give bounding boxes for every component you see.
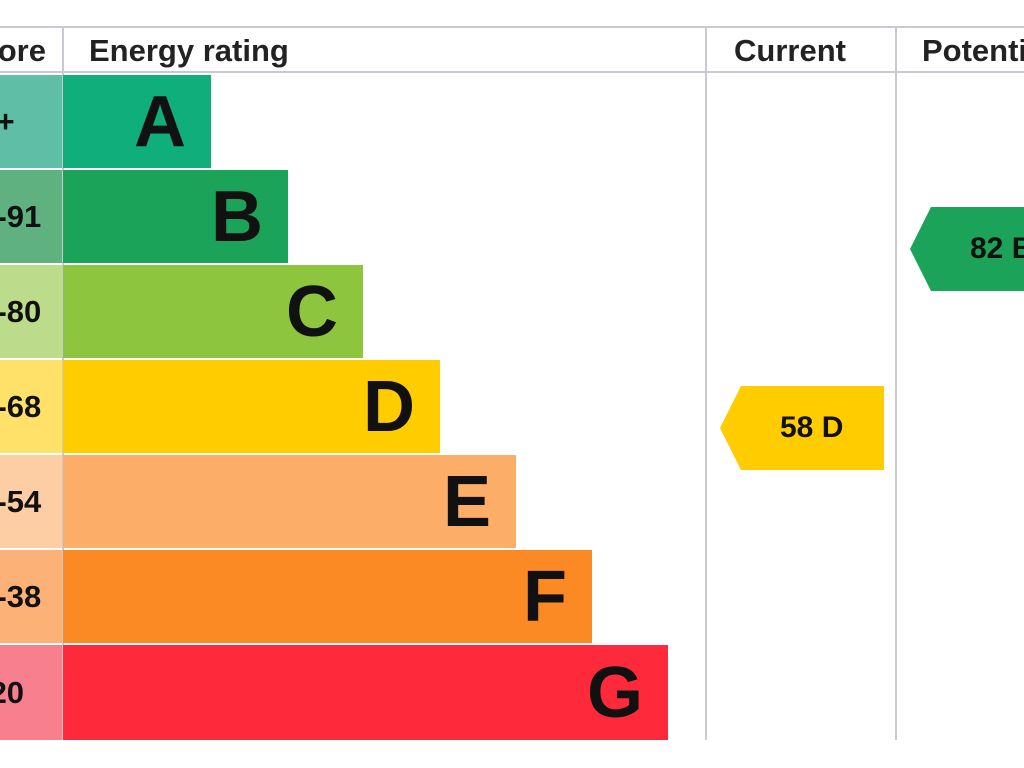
score-cell: 81-91	[0, 170, 62, 263]
score-cell: 55-68	[0, 360, 62, 453]
rating-band: B	[63, 170, 288, 263]
rating-band: G	[63, 645, 668, 740]
header-border	[0, 71, 1024, 73]
rating-band: D	[63, 360, 440, 453]
arrow-shape	[720, 386, 884, 470]
score-range: 92+	[0, 103, 15, 139]
score-cell: 69-80	[0, 265, 62, 358]
rating-band: C	[63, 265, 363, 358]
score-range: 39-54	[0, 483, 42, 519]
score-header: Score	[0, 33, 46, 68]
score-range: 1-20	[0, 674, 25, 710]
score-range: 55-68	[0, 388, 42, 424]
top-border	[0, 26, 1024, 28]
rating-band: E	[63, 455, 516, 548]
potential-header: Potential	[922, 33, 1024, 68]
score-range: 69-80	[0, 293, 42, 329]
score-range: 81-91	[0, 198, 42, 234]
current-label: 58 D	[780, 411, 844, 444]
potential-label: 82 B	[970, 232, 1024, 265]
arrow-fill	[910, 207, 1024, 291]
rating-band: F	[63, 550, 592, 643]
rating-header: Energy rating	[89, 33, 289, 68]
column-divider	[895, 27, 897, 740]
current-header: Current	[734, 33, 846, 68]
arrow-fill	[720, 386, 884, 470]
column-divider	[705, 27, 707, 740]
arrow-shape	[910, 207, 1024, 291]
score-cell: 21-38	[0, 550, 62, 643]
rating-band: A	[63, 75, 211, 168]
current-arrow	[720, 386, 884, 470]
score-cell: 92+	[0, 75, 62, 168]
score-cell: 39-54	[0, 455, 62, 548]
potential-arrow	[910, 207, 1024, 291]
score-range: 21-38	[0, 578, 42, 614]
score-cell: 1-20	[0, 645, 62, 740]
